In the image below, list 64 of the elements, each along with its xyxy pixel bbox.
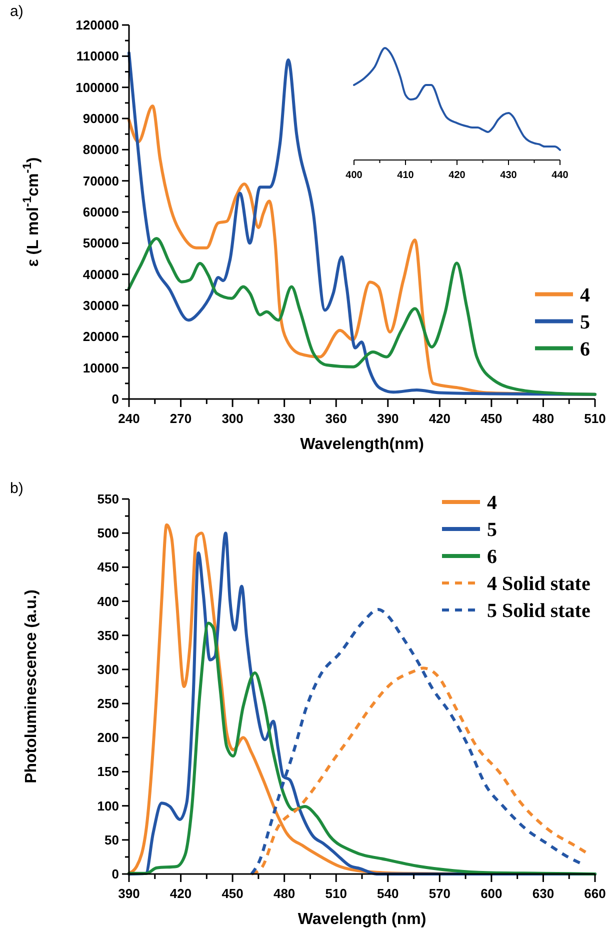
x-tick-label: 510: [584, 411, 606, 426]
y-tick-label: 80000: [82, 142, 119, 158]
x-tick-label: 390: [118, 886, 140, 901]
y-tick-label: 350: [97, 628, 119, 643]
y-tick-label: 10000: [82, 360, 119, 376]
y-tick-label: 200: [97, 730, 119, 746]
y-tick-label: 50: [104, 832, 119, 848]
x-tick-label: 540: [377, 886, 399, 901]
legend-label: 5: [580, 311, 590, 334]
x-tick-label: 300: [222, 411, 244, 426]
y-axis-title: Photoluminescence (a.u.): [23, 590, 40, 784]
x-tick-label: 330: [273, 411, 296, 426]
y-tick-label: 0: [112, 392, 119, 406]
x-tick-label: 420: [428, 411, 451, 426]
x-tick-label: 600: [480, 886, 502, 901]
y-tick-label: 20000: [82, 329, 119, 344]
y-tick-label: 30000: [82, 298, 119, 313]
chart-title: a): [10, 3, 24, 20]
y-tick-label: 70000: [82, 173, 119, 188]
y-tick-label: 0: [112, 866, 119, 882]
x-tick-label: 510: [325, 886, 347, 901]
x-axis-title: Wavelength(nm): [300, 436, 424, 453]
y-tick-label: 400: [97, 594, 119, 609]
x-tick-label: 450: [222, 886, 244, 901]
x-tick-label: 480: [532, 411, 554, 426]
x-tick-label: 410: [397, 170, 414, 181]
y-tick-label: 100: [97, 798, 119, 814]
y-tick-label: 90000: [82, 111, 119, 126]
legend-label: 4 Solid state: [487, 573, 590, 595]
legend-label: 6: [580, 338, 590, 360]
y-tick-label: 100000: [76, 80, 119, 95]
y-tick-label: 550: [97, 492, 119, 506]
x-tick-label: 660: [584, 886, 606, 901]
y-tick-label: 60000: [82, 204, 119, 220]
legend-label: 6: [487, 546, 497, 568]
legend-label: 5 Solid state: [487, 600, 590, 622]
y-tick-label: 500: [97, 526, 119, 541]
y-tick-label: 120000: [76, 18, 119, 32]
x-tick-label: 440: [552, 170, 569, 181]
y-tick-label: 250: [97, 696, 119, 712]
y-tick-label: 450: [97, 560, 119, 575]
x-tick-label: 420: [448, 170, 466, 181]
x-tick-label: 630: [532, 886, 554, 901]
y-tick-label: 50000: [82, 236, 119, 251]
x-tick-label: 430: [500, 170, 518, 181]
x-tick-label: 240: [118, 411, 140, 426]
x-tick-label: 450: [480, 411, 502, 426]
chart-title: b): [10, 480, 24, 497]
legend-label: 5: [487, 519, 497, 541]
legend-label: 4: [580, 284, 590, 306]
y-tick-label: 300: [97, 662, 119, 677]
x-tick-label: 360: [325, 411, 347, 426]
y-tick-label: 150: [97, 764, 119, 780]
x-tick-label: 270: [170, 411, 192, 426]
x-tick-label: 420: [170, 886, 192, 901]
x-tick-label: 480: [273, 886, 296, 901]
x-tick-label: 390: [377, 411, 399, 426]
legend-label: 4: [487, 492, 497, 514]
x-tick-label: 570: [428, 886, 451, 901]
y-tick-label: 110000: [76, 48, 119, 64]
line-series: [128, 236, 596, 396]
x-tick-label: 400: [346, 170, 363, 181]
y-tick-label: 40000: [82, 266, 119, 282]
x-axis-title: Wavelength (nm): [298, 911, 426, 928]
